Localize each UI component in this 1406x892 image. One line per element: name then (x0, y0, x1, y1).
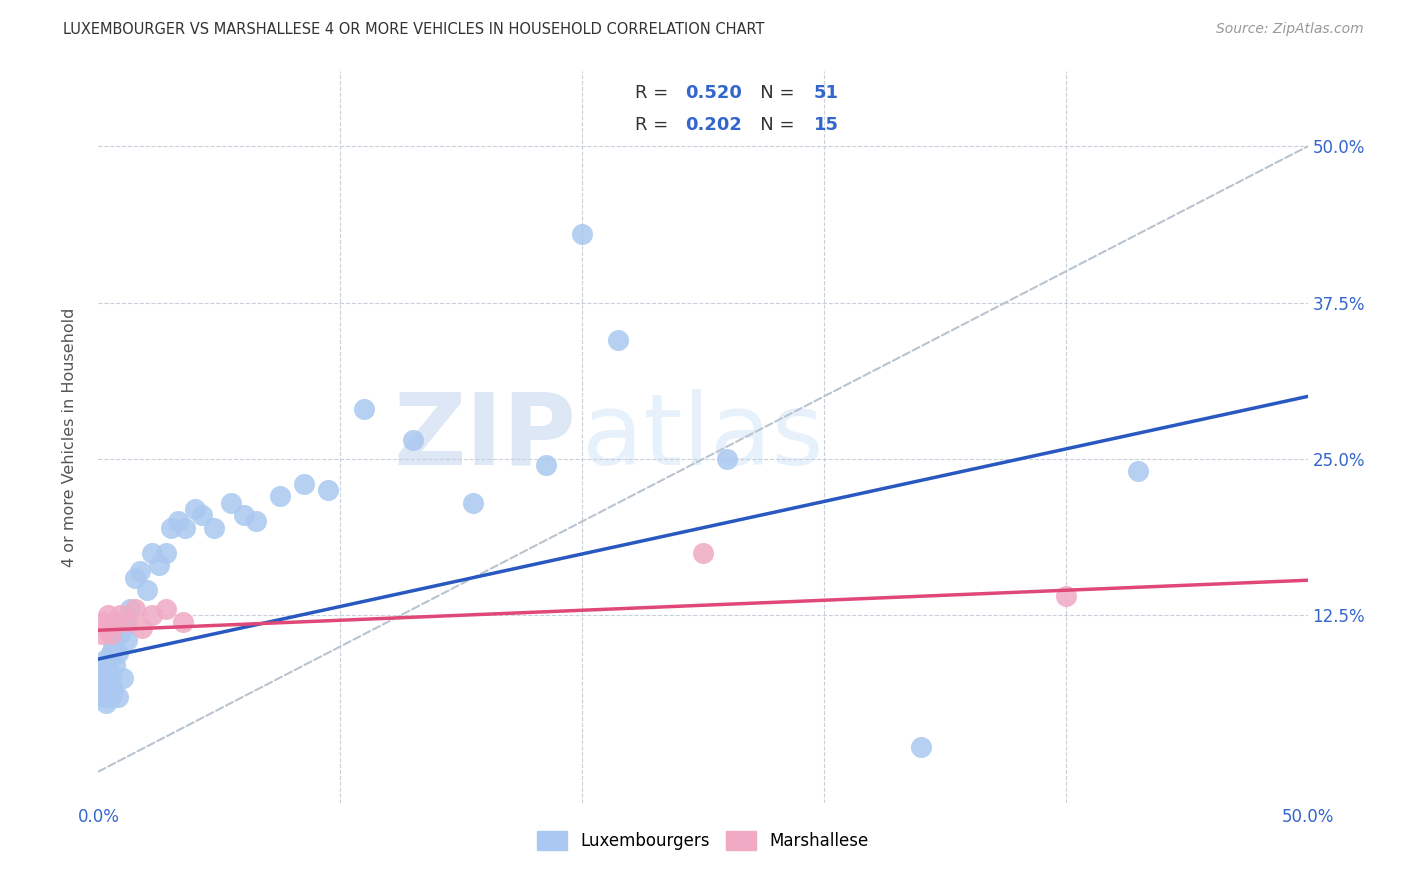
Point (155, 546, 177, 560)
Text: Source: ZipAtlas.com: Source: ZipAtlas.com (1216, 22, 1364, 37)
Point (100, 627, 122, 641)
Point (111, 621, 134, 635)
Point (204, 521, 226, 535)
Point (117, 633, 139, 648)
Text: 51: 51 (814, 84, 838, 102)
Y-axis label: 4 or more Vehicles in Household: 4 or more Vehicles in Household (62, 308, 77, 566)
Text: 15: 15 (814, 116, 838, 134)
Text: N =: N = (744, 116, 800, 134)
Point (172, 615, 194, 629)
Point (111, 671, 134, 685)
Point (90, 683, 112, 698)
Point (184, 502, 207, 516)
Point (101, 640, 124, 654)
Point (148, 558, 170, 573)
Point (141, 546, 163, 560)
Point (124, 571, 146, 585)
Point (716, 452, 738, 467)
Point (97, 658, 120, 673)
Point (94, 652, 117, 666)
Point (353, 401, 375, 416)
Point (108, 627, 131, 641)
Point (124, 602, 146, 616)
Point (94, 683, 117, 698)
Point (174, 521, 197, 535)
Point (135, 583, 157, 598)
Point (107, 690, 129, 704)
Point (269, 490, 291, 504)
Point (90, 665, 112, 679)
Point (131, 621, 153, 635)
Point (160, 521, 183, 535)
Point (155, 602, 177, 616)
Point (91, 671, 114, 685)
Point (104, 615, 127, 629)
Point (104, 633, 127, 648)
Point (607, 333, 630, 347)
Point (402, 434, 425, 448)
Point (910, 739, 932, 754)
Text: 0.202: 0.202 (685, 116, 742, 134)
Point (108, 608, 131, 623)
Text: R =: R = (634, 116, 673, 134)
Point (94, 696, 117, 710)
Legend: Luxembourgers, Marshallese: Luxembourgers, Marshallese (530, 824, 876, 856)
Point (292, 477, 315, 491)
Point (114, 615, 136, 629)
Point (534, 458, 557, 473)
Point (94, 621, 117, 635)
Text: ZIP: ZIP (394, 389, 576, 485)
Point (128, 565, 150, 579)
Point (100, 646, 122, 660)
Text: 0.520: 0.520 (685, 84, 742, 102)
Point (107, 646, 129, 660)
Point (316, 483, 339, 498)
Point (221, 496, 243, 510)
Text: N =: N = (744, 84, 800, 102)
Point (1054, 590, 1077, 604)
Point (100, 690, 122, 704)
Point (117, 615, 139, 629)
Point (1128, 465, 1150, 479)
Point (118, 602, 141, 616)
Point (141, 608, 163, 623)
Point (232, 508, 254, 523)
Point (91, 615, 114, 629)
Text: R =: R = (634, 84, 673, 102)
Point (97, 677, 120, 691)
Point (245, 515, 267, 529)
Point (463, 496, 485, 510)
Point (97, 608, 120, 623)
Text: atlas: atlas (582, 389, 824, 485)
Point (692, 546, 714, 560)
Point (90, 627, 112, 641)
Point (104, 658, 127, 673)
Point (167, 515, 190, 529)
Text: LUXEMBOURGER VS MARSHALLESE 4 OR MORE VEHICLES IN HOUSEHOLD CORRELATION CHART: LUXEMBOURGER VS MARSHALLESE 4 OR MORE VE… (63, 22, 765, 37)
Point (91, 690, 114, 704)
Point (571, 227, 593, 241)
Point (191, 508, 214, 523)
Point (101, 683, 124, 698)
Point (100, 671, 122, 685)
